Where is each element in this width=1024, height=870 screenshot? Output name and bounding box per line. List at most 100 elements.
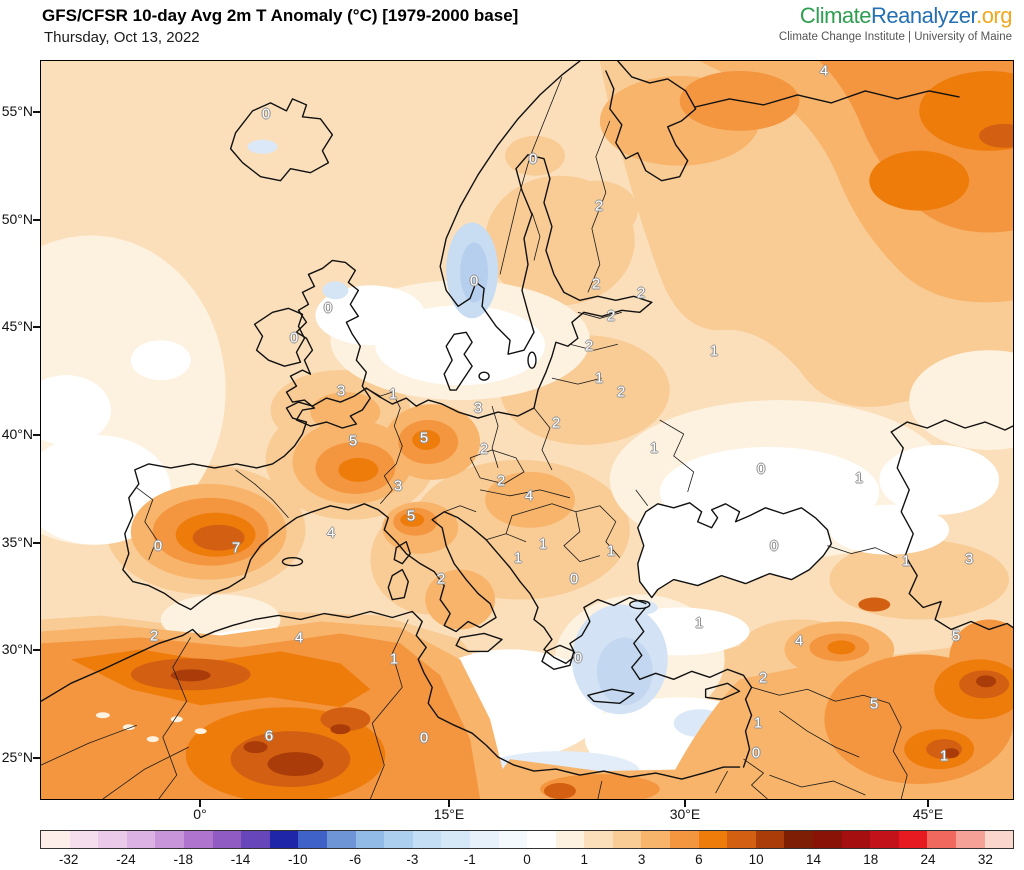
anomaly-label: 3 [393, 477, 403, 495]
anomaly-label: 0 [528, 150, 538, 168]
anomaly-label: 0 [323, 299, 333, 317]
colorbar-tick-label: 24 [920, 852, 936, 867]
lat-tick-label: 40°N [1, 426, 33, 442]
coast-caspian-north [890, 419, 1013, 433]
anomaly-label: 1 [538, 535, 548, 553]
anomaly-label: 2 [616, 383, 626, 401]
coast-iceland [229, 98, 334, 182]
anomaly-label: 1 [388, 385, 398, 403]
anomaly-label: 0 [419, 729, 429, 747]
coast-west-europe-med [122, 387, 647, 665]
anomaly-label: 5 [951, 627, 961, 645]
colorbar-segment [155, 831, 184, 848]
colorbar-segment [326, 831, 356, 848]
colorbar-segment [898, 831, 928, 848]
lon-tick-mark [927, 800, 929, 807]
island-sardinia [387, 568, 409, 601]
colorbar-segment [584, 831, 613, 848]
anomaly-label: 4 [794, 632, 804, 650]
lon-tick-label: 30°E [669, 806, 701, 822]
anomaly-label: 2 [584, 337, 594, 355]
logo-tagline: Climate Change Institute | University of… [778, 31, 1012, 43]
anomaly-label: 2 [606, 307, 616, 325]
anomaly-label: 1 [389, 650, 399, 668]
colorbar-segment [384, 831, 413, 848]
logo-wordmark[interactable]: ClimateReanalyzer.org [779, 3, 1013, 29]
colorbar-tick-label: -18 [173, 852, 193, 867]
colorbar-tick-label: -6 [349, 852, 362, 867]
anomaly-label: 5 [419, 429, 429, 447]
coast-north-africa [41, 610, 741, 780]
logo-part-org: .org [976, 3, 1012, 28]
colorbar-tick-label: -10 [288, 852, 308, 867]
anomaly-label: 1 [649, 439, 659, 457]
lon-tick-label: 0° [193, 806, 207, 822]
colorbar-tick-label: 10 [748, 852, 764, 867]
colorbar-segment [269, 831, 299, 848]
anomaly-label: 2 [636, 284, 646, 302]
anomaly-label: 0 [289, 329, 299, 347]
colorbar-segment [98, 831, 127, 848]
colorbar-segment [527, 831, 556, 848]
map-title: GFS/CFSR 10-day Avg 2m T Anomaly (°C) [1… [42, 6, 519, 25]
anomaly-label: 2 [591, 275, 601, 293]
colorbar-tick-labels: -32 -24 -18 -14 -10 -6 -3 -1 0 1 3 6 10 14 18 24 32 [40, 852, 1014, 870]
colorbar-segment [441, 831, 470, 848]
lon-tick-mark [684, 800, 686, 807]
colorbar-tick-label: 1 [580, 852, 589, 867]
lat-tick-mark [33, 219, 40, 221]
colorbar-tick-label: 6 [695, 852, 703, 867]
border-layer [41, 76, 908, 799]
anomaly-label: 2 [479, 440, 489, 458]
coast-great-britain [285, 259, 372, 429]
colorbar-segment [698, 831, 728, 848]
island-sicily [455, 632, 503, 653]
colorbar-segment [670, 831, 699, 848]
colorbar-segment [841, 831, 871, 848]
colorbar-segment [956, 831, 985, 848]
colorbar-segment [870, 831, 899, 848]
colorbar-tick-label: 0 [523, 852, 531, 867]
anomaly-label: 0 [751, 744, 761, 762]
colorbar-tick-label: -14 [230, 852, 251, 867]
anomaly-label: 5 [406, 507, 416, 525]
colorbar-segment [813, 831, 842, 848]
colorbar-segment [69, 831, 99, 848]
coast-ireland [253, 307, 306, 367]
anomaly-label: 3 [473, 399, 483, 417]
colorbar: -32 -24 -18 -14 -10 -6 -3 -1 0 1 3 6 10 14 18 24 32 [40, 830, 1014, 870]
site-logo[interactable]: ClimateReanalyzer.org Climate Change Ins… [778, 3, 1013, 43]
lat-tick-label: 55°N [1, 103, 33, 119]
map-date: Thursday, Oct 13, 2022 [44, 29, 200, 46]
lon-tick-label: 15°E [433, 806, 465, 822]
anomaly-label: 1 [939, 747, 949, 765]
anomaly-label: 0 [469, 272, 479, 290]
colorbar-tick-label: 3 [637, 852, 646, 867]
coast-white-sea-kola [605, 61, 697, 182]
colorbar-segment [298, 831, 327, 848]
anomaly-field-layer [41, 61, 1013, 799]
island-cyprus [704, 682, 741, 700]
lon-tick-mark [199, 800, 201, 807]
colorbar-segment [412, 831, 442, 848]
coast-turkey-west [631, 606, 647, 681]
anomaly-label: 3 [336, 382, 346, 400]
anomaly-label: 1 [753, 714, 763, 732]
colorbar-segment [555, 831, 585, 848]
colorbar-tick-label: -3 [406, 852, 419, 867]
black-sea [637, 502, 833, 599]
anomaly-label: 2 [551, 414, 561, 432]
island-mallorca [281, 556, 304, 567]
anomaly-label: 2 [149, 627, 159, 645]
colorbar-tick-label: 18 [863, 852, 879, 867]
colorbar-tick-label: 32 [977, 852, 993, 867]
anomaly-label: 0 [769, 537, 779, 555]
colorbar-gradient [40, 830, 1014, 849]
lat-tick-mark [33, 434, 40, 436]
colorbar-segment [927, 831, 956, 848]
lat-tick-mark [33, 757, 40, 759]
anomaly-label: 0 [756, 460, 766, 478]
anomaly-label: 6 [264, 727, 274, 745]
colorbar-segment [241, 831, 270, 848]
